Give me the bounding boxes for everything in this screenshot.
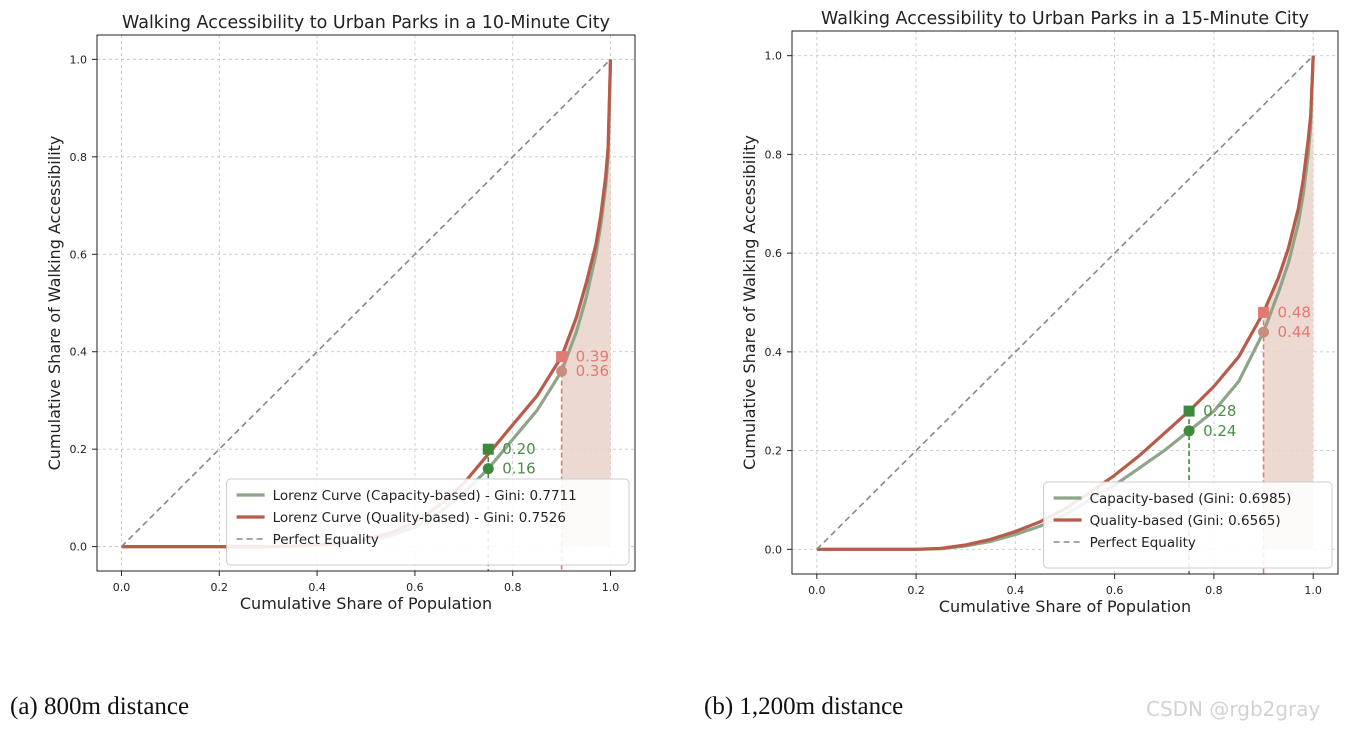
annotation-label: 0.20	[502, 440, 535, 458]
y-tick-label: 0.8	[70, 151, 88, 164]
series-line-capacity	[816, 55, 1315, 551]
marker-square	[1258, 306, 1270, 318]
plot-frame	[96, 34, 636, 572]
series-line-equality	[120, 58, 612, 548]
marker-dot	[556, 365, 568, 377]
x-tick-label: 0.0	[113, 581, 131, 594]
series-line-equality	[816, 55, 1314, 550]
y-tick-label: 1.0	[765, 50, 783, 63]
x-tick-label: 1.0	[602, 581, 620, 594]
annotation-label: 0.16	[502, 460, 535, 478]
y-axis-label: Cumulative Share of Walking Accessibilit…	[740, 135, 759, 470]
x-tick-label: 0.6	[406, 581, 424, 594]
legend-label-equality: Perfect Equality	[1090, 535, 1196, 551]
y-axis-label: Cumulative Share of Walking Accessibilit…	[45, 136, 64, 471]
x-tick-label: 0.6	[1106, 584, 1124, 597]
annotation-label: 0.24	[1203, 422, 1236, 440]
x-tick-label: 0.0	[808, 584, 826, 597]
annotation-label: 0.48	[1278, 303, 1311, 321]
marker-square	[482, 443, 494, 455]
y-tick-label: 0.0	[70, 541, 88, 554]
x-axis-label: Cumulative Share of Population	[939, 597, 1191, 616]
chart-title: Walking Accessibility to Urban Parks in …	[821, 9, 1309, 29]
x-tick-label: 0.2	[907, 584, 925, 597]
y-tick-label: 0.4	[70, 346, 88, 359]
legend-label-quality: Lorenz Curve (Quality-based) - Gini: 0.7…	[273, 510, 566, 526]
annotation-label: 0.28	[1203, 402, 1236, 420]
series-line-quality	[816, 55, 1315, 551]
x-axis-label: Cumulative Share of Population	[240, 594, 492, 613]
chart-b: 0.28 0.24 0.48 0.44 0.0 0.2 0.4 0.6 0.8 1.0 0.0 0.2…	[740, 9, 1339, 616]
chart-a: 0.20 0.16 0.390.36 0.0 0.2 0.4 0.6 0.8 1.0 0.0 0.2…	[45, 13, 636, 613]
legend-label-capacity: Capacity-based (Gini: 0.6985)	[1090, 491, 1292, 507]
legend: Lorenz Curve (Capacity-based) - Gini: 0.…	[226, 478, 630, 566]
y-tick-label: 0.4	[765, 346, 783, 359]
marker-dot	[482, 463, 494, 475]
legend-box	[1043, 481, 1333, 569]
plot-frame	[791, 30, 1339, 575]
marker-square	[1183, 405, 1195, 417]
y-tick-label: 0.2	[765, 445, 783, 458]
y-tick-label: 0.2	[70, 443, 88, 456]
marker-dot	[1258, 326, 1270, 338]
y-tick-label: 0.8	[765, 148, 783, 161]
x-tick-label: 1.0	[1304, 584, 1322, 597]
x-tick-label: 0.8	[1205, 584, 1223, 597]
legend-box	[226, 478, 630, 566]
x-tick-label: 0.2	[211, 581, 229, 594]
y-tick-label: 0.6	[765, 247, 783, 260]
y-tick-label: 0.0	[765, 543, 783, 556]
legend-label-quality: Quality-based (Gini: 0.6565)	[1090, 513, 1281, 529]
legend: Capacity-based (Gini: 0.6985) Quality-bas…	[1043, 481, 1333, 569]
watermark: CSDN @rgb2gray	[1146, 697, 1321, 721]
annotation-label: 0.44	[1278, 323, 1311, 341]
x-tick-label: 0.8	[504, 581, 522, 594]
x-tick-label: 0.4	[1007, 584, 1025, 597]
y-tick-label: 0.6	[70, 248, 88, 261]
x-tick-label: 0.4	[308, 581, 326, 594]
marker-dot	[1183, 425, 1195, 437]
y-tick-label: 1.0	[70, 53, 88, 66]
legend-label-equality: Perfect Equality	[273, 532, 379, 548]
shaded-area	[1263, 55, 1314, 550]
caption-a: (a) 800m distance	[10, 693, 190, 720]
legend-label-capacity: Lorenz Curve (Capacity-based) - Gini: 0.…	[273, 488, 577, 504]
annotation-label: 0.36	[576, 362, 609, 380]
marker-square	[556, 351, 568, 363]
chart-title: Walking Accessibility to Urban Parks in …	[122, 13, 610, 33]
annotation-label: 0.39	[576, 348, 609, 366]
caption-b: (b) 1,200m distance	[704, 693, 904, 720]
